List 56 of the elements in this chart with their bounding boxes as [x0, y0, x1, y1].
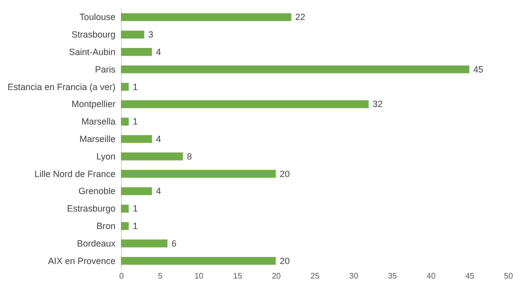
data-label: 1: [132, 221, 138, 232]
data-label: 4: [156, 46, 161, 57]
y-tick-label: Strasbourg: [71, 30, 116, 40]
x-tick-label: 40: [426, 272, 436, 280]
y-tick-label: Estrasburgo: [66, 204, 116, 214]
bar: [121, 256, 276, 265]
bar: [121, 48, 152, 56]
data-label: 6: [171, 238, 176, 248]
x-tick-label: 50: [504, 272, 514, 280]
data-label: 22: [295, 12, 306, 22]
bar: [121, 170, 276, 178]
bar: [121, 100, 369, 108]
bar: [121, 135, 152, 143]
bar: [121, 187, 152, 196]
data-label: 4: [156, 134, 161, 144]
data-label: 3: [148, 30, 154, 40]
x-tick-label: 20: [272, 272, 282, 280]
x-tick-label: 25: [310, 272, 320, 280]
y-tick-label: Bron: [96, 221, 116, 232]
y-tick-label: Estancia en Francia (a ver): [7, 82, 116, 92]
bar: [121, 152, 183, 160]
bar: [121, 65, 470, 74]
y-tick-label: Grenoble: [78, 186, 116, 196]
data-label: 1: [132, 82, 138, 92]
x-tick-label: 35: [388, 272, 398, 280]
data-label: 20: [280, 168, 290, 179]
x-tick-label: 0: [119, 272, 124, 280]
bar: [121, 13, 292, 22]
y-tick-label: Lyon: [96, 151, 116, 162]
y-tick-label: Bordeaux: [76, 238, 116, 248]
bar: [121, 240, 168, 248]
x-tick-label: 5: [158, 272, 163, 280]
x-tick-label: 45: [465, 272, 475, 280]
y-tick-label: Montpellier: [71, 99, 116, 110]
y-tick-label: Marsella: [81, 116, 116, 127]
bar: [121, 82, 129, 91]
y-tick-label: Saint-Aubin: [68, 46, 116, 57]
y-tick-label: Toulouse: [79, 12, 116, 22]
y-tick-label: AIX en Provence: [48, 256, 116, 266]
data-label: 20: [280, 256, 290, 266]
data-label: 4: [156, 186, 161, 196]
bar: [121, 222, 129, 230]
data-label: 32: [372, 99, 383, 110]
data-label: 1: [132, 116, 138, 127]
data-label: 1: [132, 204, 138, 214]
y-tick-label: Lille Nord de France: [34, 168, 116, 179]
bar: [121, 204, 129, 213]
y-tick-label: Paris: [94, 64, 116, 74]
y-tick-label: Marseille: [79, 134, 116, 144]
x-tick-label: 30: [349, 272, 359, 280]
data-label: 8: [186, 151, 192, 162]
bar: [121, 118, 129, 126]
x-tick-label: 10: [194, 272, 204, 280]
data-label: 45: [473, 64, 484, 74]
x-tick-label: 15: [233, 272, 243, 280]
bar: [121, 30, 144, 38]
